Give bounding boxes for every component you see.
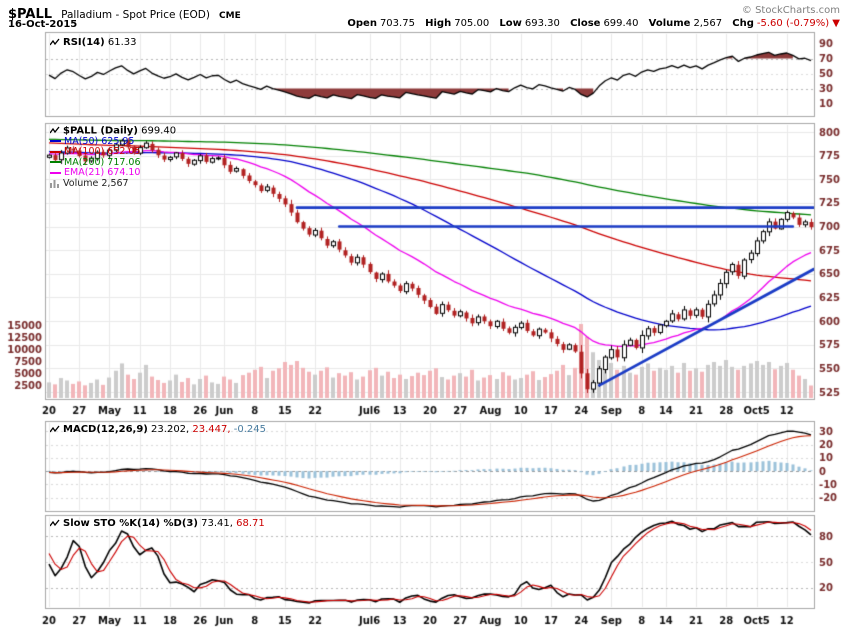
ema21-label: EMA(21) <box>64 167 105 178</box>
close-label: Close <box>570 18 601 29</box>
sto-d-value: 68.71 <box>236 518 265 529</box>
volume-legend-label: Volume <box>63 177 99 189</box>
chart-header: $PALL Palladium - Spot Price (EOD) CME <box>8 3 241 22</box>
candlestick-chart-icon <box>49 126 60 134</box>
ema21-line-swatch <box>50 171 61 174</box>
high-value: 705.00 <box>454 18 490 29</box>
volume-value: 2,567 <box>693 18 723 29</box>
rsi-label: RSI(14) <box>63 37 105 48</box>
macd-sparkline-icon <box>49 425 60 432</box>
legend-ema21: EMA(21) 674.10 <box>50 167 176 179</box>
ma200-label: MA(200) <box>64 156 105 168</box>
volume-bars-icon <box>50 179 59 188</box>
ma50-value: 625.95 <box>101 135 135 147</box>
ma50-label: MA(50) <box>64 135 99 147</box>
macd-value: 23.202, <box>151 424 190 435</box>
chart-title: Palladium - Spot Price (EOD) <box>61 9 210 21</box>
quote-summary: Open 703.75 High 705.00 Low 693.30 Close 699… <box>340 18 840 29</box>
sto-label: Slow STO %K(14) %D(3) <box>63 518 198 529</box>
rsi-legend: RSI(14) 61.33 <box>49 37 137 48</box>
open-label: Open <box>347 18 377 29</box>
rsi-value: 61.33 <box>107 37 137 48</box>
legend-volume: Volume 2,567 <box>50 177 176 190</box>
sto-k-value: 73.41, <box>201 518 233 529</box>
legend-ma100: MA(100) 652.05 <box>50 146 176 158</box>
ema21-value: 674.10 <box>107 167 141 178</box>
chart-date: 16-Oct-2015 <box>8 19 78 30</box>
ma100-value: 652.05 <box>107 146 141 157</box>
high-label: High <box>425 18 452 29</box>
price-title: $PALL (Daily) <box>63 125 138 137</box>
rsi-sparkline-icon <box>49 38 60 45</box>
macd-label: MACD(12,26,9) <box>63 424 148 435</box>
exchange-label: CME <box>219 11 241 21</box>
price-last-value: 699.40 <box>141 125 177 137</box>
low-label: Low <box>499 18 522 29</box>
ticker-symbol: $PALL <box>8 7 53 22</box>
ma200-line-swatch <box>50 161 61 163</box>
chg-label: Chg <box>732 18 754 29</box>
volume-legend-value: 2,567 <box>101 177 129 189</box>
macd-signal-value: 23.447, <box>192 424 231 435</box>
copyright-notice: © StockCharts.com <box>741 5 840 16</box>
legend-ma200: MA(200) 717.06 <box>50 156 176 169</box>
close-value: 699.40 <box>603 18 639 29</box>
ma100-line-swatch <box>50 150 61 153</box>
open-value: 703.75 <box>379 18 415 29</box>
price-panel-legend: $PALL (Daily) 699.40 MA(50) 625.95 MA(10… <box>49 125 177 190</box>
price-legend-title: $PALL (Daily) 699.40 <box>49 125 177 137</box>
macd-legend: MACD(12,26,9) 23.202, 23.447, -0.245 <box>49 424 267 435</box>
legend-ma50: MA(50) 625.95 <box>50 135 176 148</box>
ma100-label: MA(100) <box>64 146 105 157</box>
stochastic-sparkline-icon <box>49 519 60 526</box>
ma200-value: 717.06 <box>107 156 141 168</box>
ma50-line-swatch <box>50 140 61 142</box>
stochastic-legend: Slow STO %K(14) %D(3) 73.41, 68.71 <box>49 518 265 529</box>
low-value: 693.30 <box>524 18 560 29</box>
chg-value: -5.60 (-0.79%) ▼ <box>756 18 840 29</box>
volume-label: Volume <box>648 18 691 29</box>
macd-hist-value: -0.245 <box>233 424 267 435</box>
